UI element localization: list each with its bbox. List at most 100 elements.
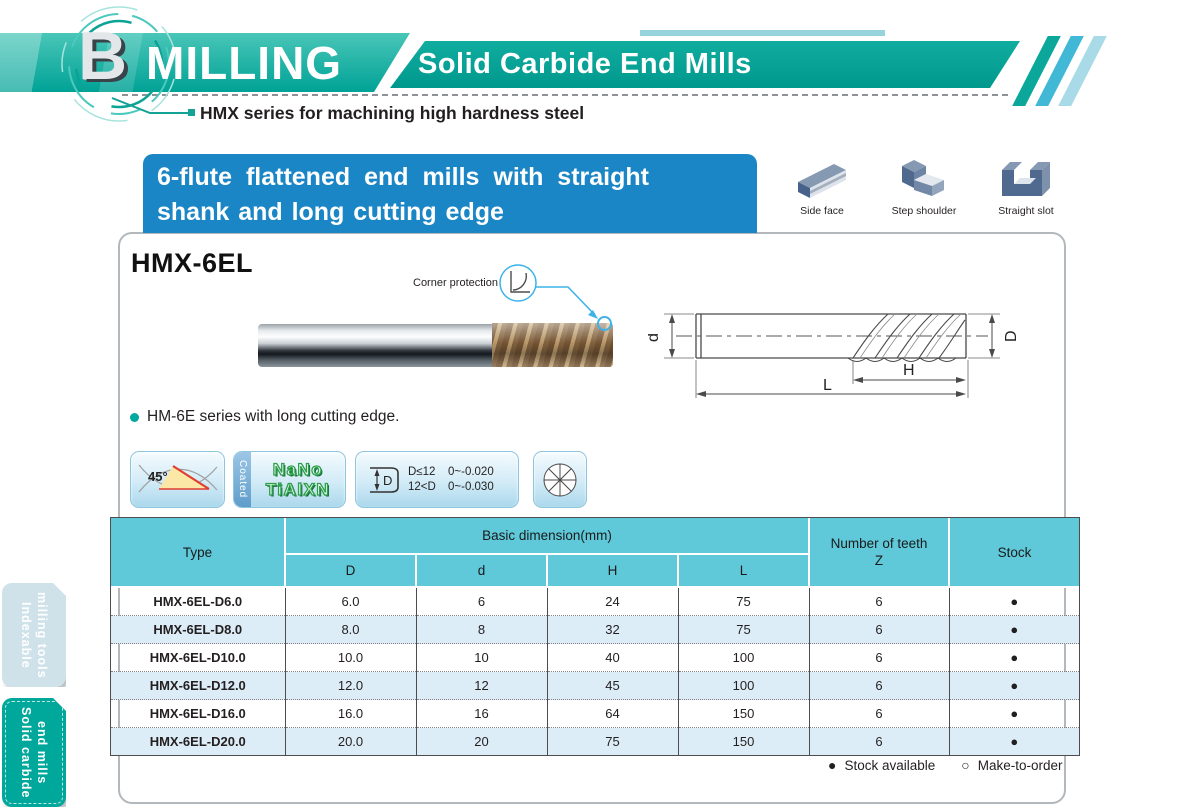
cell-stock: ● [948, 643, 1080, 672]
dim-label-H: H [903, 362, 915, 379]
col-header-H: H [546, 553, 679, 588]
cell-d: 8 [415, 615, 547, 644]
banner-stripes [1012, 36, 1170, 106]
corner-marker-icon [597, 316, 612, 331]
cell-type: HMX-6EL-D10.0 [111, 643, 285, 672]
tab-label-line1: Solid carbide [19, 706, 33, 799]
cell-H: 45 [546, 671, 678, 700]
tolerance-range-2: 12<D [408, 480, 436, 493]
cell-D: 6.0 [284, 586, 416, 616]
tolerance-value-2: 0~-0.030 [448, 480, 494, 493]
cell-type: HMX-6EL-D6.0 [111, 586, 285, 616]
cell-D: 10.0 [284, 643, 416, 672]
col-header-L: L [676, 553, 810, 588]
col-header-d: d [415, 553, 548, 588]
cell-Z: 6 [808, 586, 950, 616]
dim-label-L: L [823, 377, 832, 394]
cell-stock: ● [948, 615, 1080, 644]
bullet-icon [130, 412, 139, 422]
diameter-tolerance-icon: D [370, 466, 399, 493]
header-dashed-line [122, 94, 1008, 96]
make-to-order-icon: ○ [961, 757, 970, 773]
cell-D: 16.0 [284, 699, 416, 728]
tolerance-range-1: D≤12 [408, 465, 436, 478]
product-title-line2: shank and long cutting edge [157, 198, 504, 226]
cell-Z: 6 [808, 643, 950, 672]
cell-L: 100 [677, 643, 810, 672]
col-header-stock: Stock [948, 518, 1080, 588]
subsection-title: Solid Carbide End Mills [418, 48, 752, 80]
cell-H: 24 [546, 586, 678, 616]
col-header-D: D [285, 553, 417, 588]
cell-stock: ● [948, 727, 1080, 755]
table-row: HMX-6EL-D20.0 20.0 20 75 150 6 ● [111, 727, 1080, 755]
spec-table-wrap: Type Basic dimension(mm) Number of teeth… [110, 517, 1081, 756]
col-header-type: Type [111, 518, 286, 588]
cell-H: 64 [546, 699, 678, 728]
table-row: HMX-6EL-D12.0 12.0 12 45 100 6 ● [111, 671, 1080, 700]
accent-line [640, 30, 885, 36]
tool-shank-photo [258, 324, 492, 367]
multi-flute-icon [543, 462, 577, 497]
cell-type: HMX-6EL-D20.0 [111, 727, 285, 755]
application-label: Step shoulder [891, 205, 957, 217]
table-row: HMX-6EL-D6.0 6.0 6 24 75 6 ● [111, 586, 1080, 616]
cell-L: 150 [677, 699, 810, 728]
helix-angle-icon [138, 464, 218, 493]
cell-d: 20 [415, 727, 547, 755]
coated-strip: Coated [234, 452, 251, 507]
tolerance-row-1: D≤12 0~-0.020 [408, 465, 494, 480]
cell-d: 10 [415, 643, 547, 672]
tolerance-value-1: 0~-0.020 [448, 465, 494, 478]
table-row: HMX-6EL-D8.0 8.0 8 32 75 6 ● [111, 615, 1080, 644]
cell-type: HMX-6EL-D12.0 [111, 671, 285, 700]
subsection-banner: Solid Carbide End Mills [390, 41, 1020, 88]
cell-D: 8.0 [284, 615, 416, 644]
cell-Z: 6 [808, 615, 950, 644]
tolerance-badge: D D≤12 0~-0.020 12<D 0~-0.030 [355, 451, 519, 508]
col-header-teeth: Number of teeth Z [808, 518, 951, 588]
product-title-banner: 6-flute flattened end mills with straigh… [143, 154, 757, 233]
helix-angle-value: 45° [148, 469, 168, 484]
cell-Z: 6 [808, 671, 950, 700]
cell-stock: ● [948, 699, 1080, 728]
coating-name: NaNo TiAlXN [251, 452, 345, 507]
application-side-face: Side face [776, 152, 868, 217]
flute-count-badge [533, 451, 587, 508]
cell-H: 40 [546, 643, 678, 672]
col-header-basic-dimension: Basic dimension(mm) [283, 518, 811, 555]
step-shoulder-icon [902, 160, 944, 196]
make-to-order-label: Make-to-order [977, 757, 1063, 773]
sidebar-tab-label: Solid carbide end mills [18, 707, 50, 799]
stock-available-label: Stock available [844, 757, 936, 773]
cell-Z: 6 [808, 699, 950, 728]
sidebar-tab-solid-carbide-end-mills[interactable]: Solid carbide end mills [2, 698, 66, 807]
cell-Z: 6 [808, 727, 950, 755]
sidebar-tab-indexable-milling-tools[interactable]: Indexable milling tools [2, 583, 66, 687]
application-label: Side face [800, 205, 844, 217]
product-title-line1: 6-flute flattened end mills with straigh… [157, 163, 649, 191]
coating-line1: NaNo [272, 459, 324, 479]
cell-type: HMX-6EL-D8.0 [111, 615, 285, 644]
application-step-shoulder: Step shoulder [878, 152, 970, 217]
cell-D: 20.0 [284, 727, 416, 755]
straight-slot-icon [1002, 162, 1050, 196]
tab-label-line2: milling tools [35, 591, 49, 679]
dim-label-d: d [648, 333, 662, 342]
cell-D: 12.0 [284, 671, 416, 700]
dim-label-D: D [1003, 330, 1020, 342]
cell-L: 100 [677, 671, 810, 700]
feature-note-text: HM-6E series with long cutting edge. [147, 408, 400, 425]
col-header-teeth-line2: Z [874, 553, 884, 568]
stock-available-icon: ● [828, 757, 837, 773]
cell-L: 150 [677, 727, 810, 755]
feature-note: HM-6E series with long cutting edge. [130, 408, 399, 426]
tab-label-line1: Indexable [19, 601, 33, 669]
tool-flutes-photo [492, 323, 613, 367]
milling-banner [0, 33, 410, 92]
application-label: Straight slot [998, 205, 1054, 217]
cell-d: 16 [415, 699, 547, 728]
dimension-diagram: d D H L [648, 313, 1020, 398]
cell-d: 6 [415, 586, 547, 616]
